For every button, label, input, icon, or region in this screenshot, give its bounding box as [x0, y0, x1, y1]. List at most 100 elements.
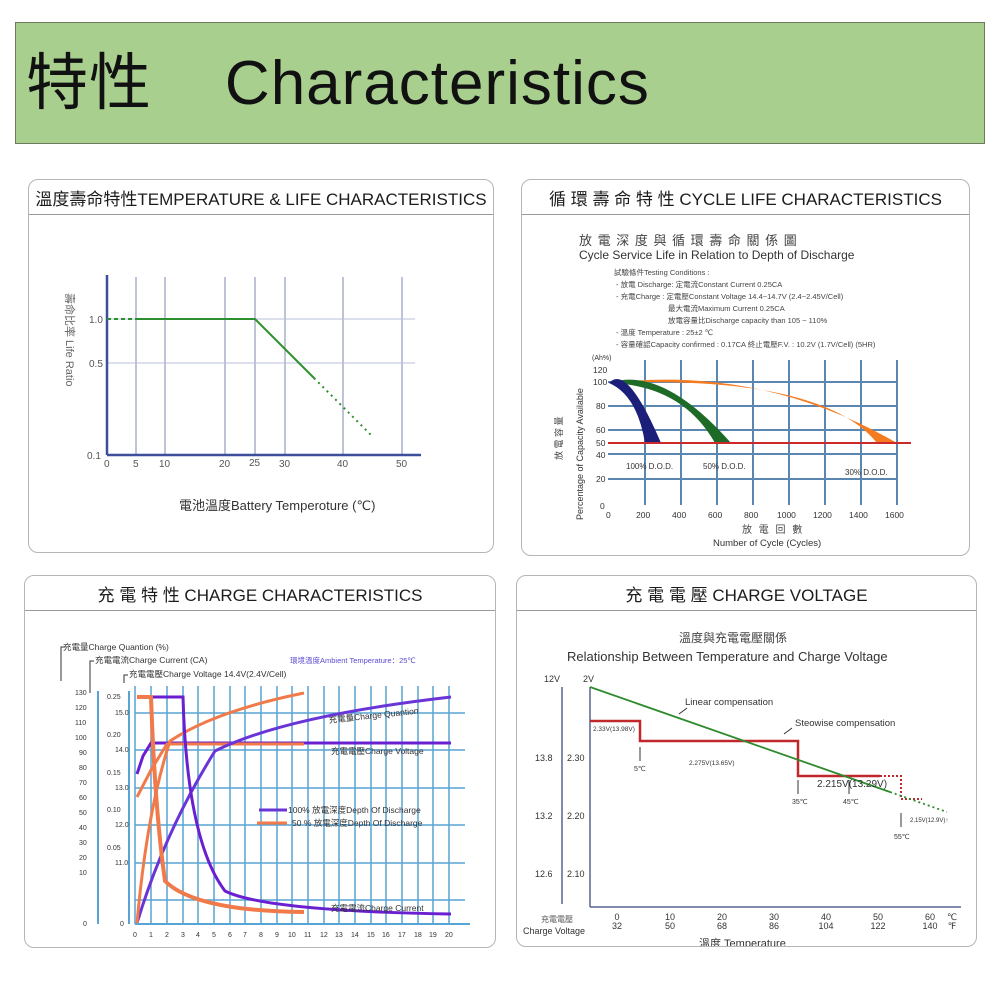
- banner-title-en: Characteristics: [224, 49, 650, 118]
- svg-text:Charge Voltage: Charge Voltage: [523, 926, 585, 936]
- svg-text:20: 20: [596, 474, 606, 484]
- svg-text:充電量Charge Quantion (%): 充電量Charge Quantion (%): [63, 642, 169, 652]
- svg-text:溫度 Temperature: 溫度 Temperature: [699, 936, 786, 947]
- svg-text:(Ah%): (Ah%): [592, 355, 611, 362]
- svg-text:環境溫度Ambient Temperature：25℃: 環境溫度Ambient Temperature：25℃: [290, 655, 416, 665]
- svg-text:18: 18: [414, 932, 422, 939]
- svg-text:70: 70: [79, 780, 87, 787]
- svg-text:20: 20: [717, 912, 727, 922]
- svg-text:25: 25: [249, 458, 261, 469]
- svg-text:2.20: 2.20: [567, 811, 585, 821]
- svg-text:0: 0: [83, 921, 87, 928]
- svg-text:32: 32: [612, 921, 622, 931]
- svg-text:12: 12: [320, 932, 328, 939]
- svg-text:12V: 12V: [544, 674, 560, 684]
- panel-title: 充 電 電 壓 CHARGE VOLTAGE: [517, 576, 976, 611]
- svg-text:1200: 1200: [813, 510, 832, 520]
- svg-text:溫度與充電電壓關係: 溫度與充電電壓關係: [679, 630, 787, 645]
- svg-text:2.10: 2.10: [567, 869, 585, 879]
- svg-text:Cycle Service Life in Relation: Cycle Service Life in Relation to Depth …: [579, 248, 855, 262]
- svg-text:0.10: 0.10: [107, 807, 121, 814]
- svg-text:2.275V(13.65V): 2.275V(13.65V): [689, 760, 735, 767]
- svg-text:0.15: 0.15: [107, 770, 121, 777]
- svg-text:0: 0: [104, 459, 110, 470]
- y-axis-label: 壽命比率 Life Ratio: [63, 293, 77, 387]
- svg-text:放 電 回 數: 放 電 回 數: [742, 523, 804, 536]
- svg-text:℉: ℉: [948, 921, 957, 931]
- svg-text:1000: 1000: [777, 510, 796, 520]
- svg-text:放 電 容 量: 放 電 容 量: [553, 416, 564, 460]
- svg-text:0.1: 0.1: [87, 451, 101, 462]
- cycle-life-panel: 循 環 壽 命 特 性 CYCLE LIFE CHARACTERISTICS 放…: [521, 179, 970, 556]
- svg-text:1400: 1400: [849, 510, 868, 520]
- svg-text:120: 120: [75, 705, 87, 712]
- svg-text:0.20: 0.20: [107, 732, 121, 739]
- svg-text:Steowise compensation: Steowise compensation: [795, 718, 895, 729]
- svg-text:45℃: 45℃: [843, 799, 859, 806]
- svg-text:100: 100: [75, 735, 87, 742]
- svg-text:5: 5: [212, 932, 216, 939]
- svg-text:0: 0: [614, 912, 619, 922]
- svg-text:10: 10: [665, 912, 675, 922]
- svg-text:11.0: 11.0: [115, 860, 128, 867]
- banner-title: 特性 Characteristics: [26, 49, 650, 119]
- svg-text:50: 50: [873, 912, 883, 922]
- svg-text:3: 3: [181, 932, 185, 939]
- banner-title-cn: 特性: [26, 49, 153, 118]
- svg-text:104: 104: [818, 921, 833, 931]
- svg-text:100: 100: [593, 377, 607, 387]
- svg-text:130: 130: [75, 690, 87, 697]
- svg-text:50: 50: [596, 438, 606, 448]
- svg-text:40: 40: [821, 912, 831, 922]
- svg-text:Linear compensation: Linear compensation: [685, 697, 773, 708]
- svg-text:40: 40: [79, 825, 87, 832]
- svg-text:14.0: 14.0: [115, 747, 129, 754]
- svg-text:1.0: 1.0: [89, 315, 103, 326]
- svg-text:0: 0: [133, 932, 137, 939]
- svg-text:800: 800: [744, 510, 758, 520]
- svg-text:- 充電Charge : 定電壓Constant Volta: - 充電Charge : 定電壓Constant Voltage 14.4~14…: [616, 291, 844, 301]
- svg-text:- 容量確認Capacity confirmed : 0.1: - 容量確認Capacity confirmed : 0.17CA 終止電壓F.…: [616, 339, 876, 349]
- svg-text:充電電流Charge Current (CA): 充電電流Charge Current (CA): [95, 655, 208, 665]
- svg-text:0: 0: [606, 510, 611, 520]
- svg-text:10: 10: [288, 932, 296, 939]
- svg-text:12.0: 12.0: [115, 822, 129, 829]
- svg-text:15: 15: [367, 932, 375, 939]
- svg-text:0.5: 0.5: [89, 359, 103, 370]
- svg-text:充電電流Charge Current: 充電電流Charge Current: [331, 903, 424, 913]
- svg-text:80: 80: [596, 401, 606, 411]
- svg-text:0: 0: [120, 921, 124, 928]
- svg-text:15.0: 15.0: [115, 710, 129, 717]
- svg-text:充電電壓: 充電電壓: [541, 914, 573, 924]
- svg-text:2V: 2V: [583, 674, 594, 684]
- svg-text:放電容量比Discharge capacity than 1: 放電容量比Discharge capacity than 105 ~ 110%: [668, 315, 828, 325]
- svg-text:110: 110: [75, 720, 86, 727]
- svg-text:16: 16: [382, 932, 390, 939]
- svg-text:50% D.O.D.: 50% D.O.D.: [703, 462, 746, 471]
- svg-text:200: 200: [636, 510, 650, 520]
- svg-text:60: 60: [925, 912, 935, 922]
- x-axis-label: 電池溫度Battery Temperoture (℃): [179, 498, 375, 513]
- charge-voltage-chart: 溫度與充電電壓關係 Relationship Between Temperatu…: [523, 630, 961, 947]
- svg-text:13.0: 13.0: [115, 785, 129, 792]
- svg-text:60: 60: [79, 795, 87, 802]
- svg-text:Percentage of Capacity Availab: Percentage of Capacity Available: [575, 388, 585, 520]
- svg-text:600: 600: [708, 510, 722, 520]
- svg-text:9: 9: [275, 932, 279, 939]
- svg-text:30: 30: [769, 912, 779, 922]
- svg-text:50: 50: [79, 810, 87, 817]
- svg-text:13.2: 13.2: [535, 811, 553, 821]
- svg-text:試驗條件Testing Conditions :: 試驗條件Testing Conditions :: [614, 267, 709, 277]
- svg-text:2.215V(13.29V): 2.215V(13.29V): [817, 779, 887, 790]
- svg-text:8: 8: [259, 932, 263, 939]
- svg-text:122: 122: [870, 921, 885, 931]
- svg-text:℃: ℃: [947, 912, 957, 922]
- svg-text:2.33V(13.98V): 2.33V(13.98V): [593, 726, 635, 733]
- svg-text:20: 20: [79, 855, 87, 862]
- svg-text:5℃: 5℃: [634, 766, 646, 773]
- charge-characteristics-panel: 充 電 特 性 CHARGE CHARACTERISTICS 充電量Charge…: [24, 575, 496, 948]
- svg-text:2.15V(12.9V)↑: 2.15V(12.9V)↑: [910, 818, 948, 824]
- title-banner: 特性 Characteristics: [15, 22, 985, 144]
- panel-title: 充 電 特 性 CHARGE CHARACTERISTICS: [25, 576, 495, 611]
- svg-text:30: 30: [279, 459, 291, 470]
